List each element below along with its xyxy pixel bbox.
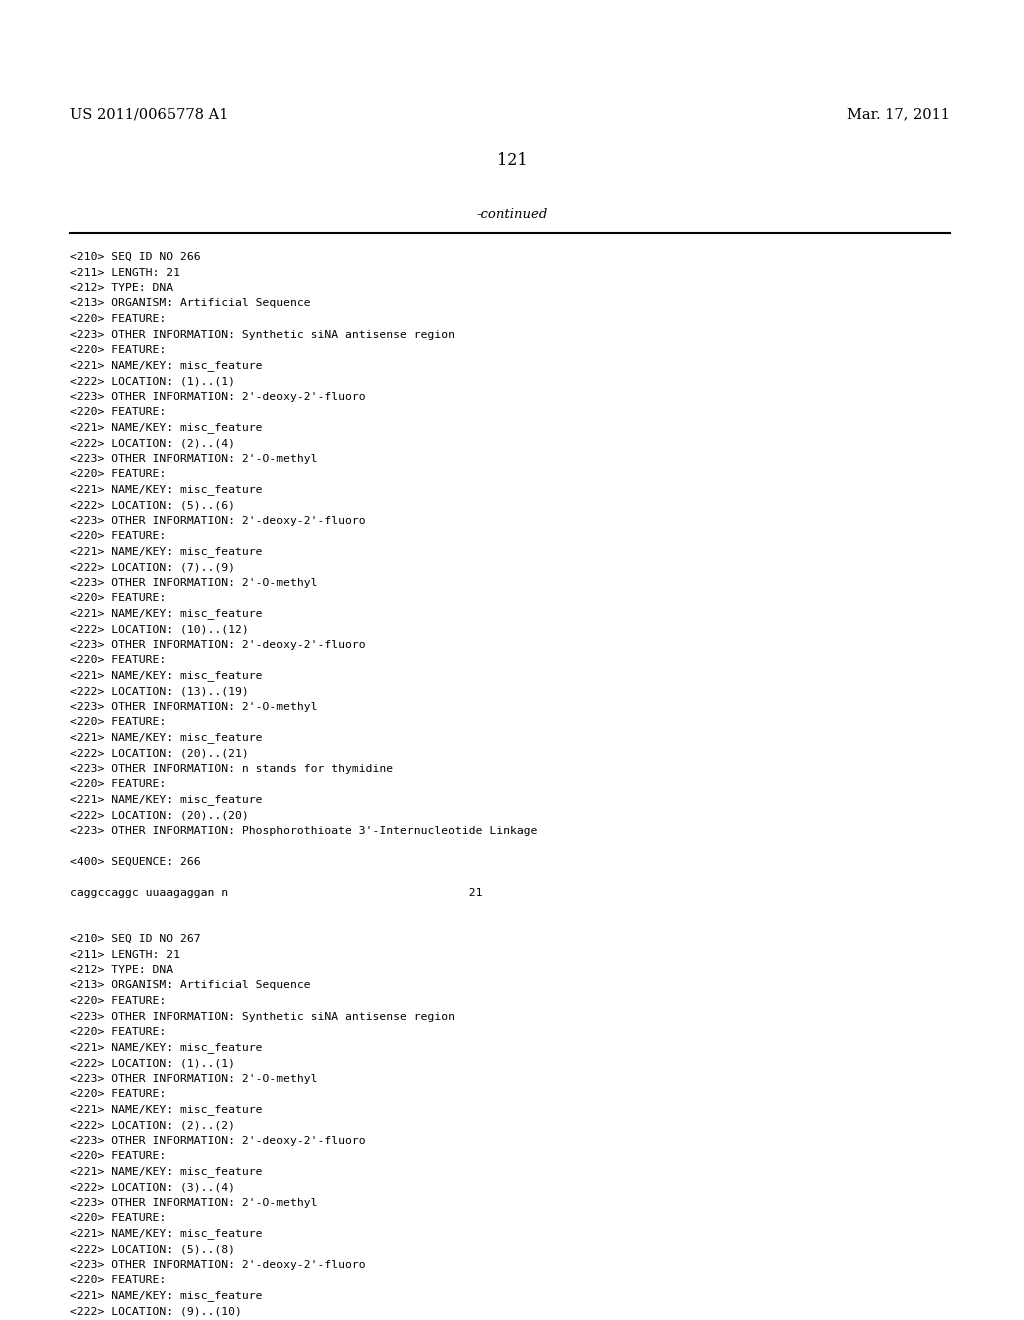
Text: 121: 121 bbox=[497, 152, 527, 169]
Text: <221> NAME/KEY: misc_feature: <221> NAME/KEY: misc_feature bbox=[70, 1167, 262, 1177]
Text: <221> NAME/KEY: misc_feature: <221> NAME/KEY: misc_feature bbox=[70, 1291, 262, 1302]
Text: <221> NAME/KEY: misc_feature: <221> NAME/KEY: misc_feature bbox=[70, 671, 262, 681]
Text: <220> FEATURE:: <220> FEATURE: bbox=[70, 1275, 166, 1284]
Text: <212> TYPE: DNA: <212> TYPE: DNA bbox=[70, 965, 173, 975]
Text: <223> OTHER INFORMATION: Synthetic siNA antisense region: <223> OTHER INFORMATION: Synthetic siNA … bbox=[70, 1011, 455, 1022]
Text: caggccaggc uuaagaggan n                                   21: caggccaggc uuaagaggan n 21 bbox=[70, 887, 482, 898]
Text: <222> LOCATION: (9)..(10): <222> LOCATION: (9)..(10) bbox=[70, 1305, 242, 1316]
Text: <220> FEATURE:: <220> FEATURE: bbox=[70, 469, 166, 479]
Text: <211> LENGTH: 21: <211> LENGTH: 21 bbox=[70, 268, 180, 277]
Text: <220> FEATURE:: <220> FEATURE: bbox=[70, 531, 166, 541]
Text: <220> FEATURE:: <220> FEATURE: bbox=[70, 407, 166, 417]
Text: <220> FEATURE:: <220> FEATURE: bbox=[70, 593, 166, 603]
Text: <223> OTHER INFORMATION: 2'-deoxy-2'-fluoro: <223> OTHER INFORMATION: 2'-deoxy-2'-flu… bbox=[70, 639, 366, 649]
Text: <212> TYPE: DNA: <212> TYPE: DNA bbox=[70, 282, 173, 293]
Text: <221> NAME/KEY: misc_feature: <221> NAME/KEY: misc_feature bbox=[70, 360, 262, 371]
Text: <223> OTHER INFORMATION: 2'-O-methyl: <223> OTHER INFORMATION: 2'-O-methyl bbox=[70, 454, 317, 463]
Text: <221> NAME/KEY: misc_feature: <221> NAME/KEY: misc_feature bbox=[70, 1043, 262, 1053]
Text: <223> OTHER INFORMATION: 2'-O-methyl: <223> OTHER INFORMATION: 2'-O-methyl bbox=[70, 1073, 317, 1084]
Text: <222> LOCATION: (5)..(6): <222> LOCATION: (5)..(6) bbox=[70, 500, 234, 510]
Text: <220> FEATURE:: <220> FEATURE: bbox=[70, 717, 166, 727]
Text: <210> SEQ ID NO 267: <210> SEQ ID NO 267 bbox=[70, 935, 201, 944]
Text: Mar. 17, 2011: Mar. 17, 2011 bbox=[847, 107, 950, 121]
Text: <211> LENGTH: 21: <211> LENGTH: 21 bbox=[70, 949, 180, 960]
Text: <220> FEATURE:: <220> FEATURE: bbox=[70, 655, 166, 665]
Text: <222> LOCATION: (3)..(4): <222> LOCATION: (3)..(4) bbox=[70, 1181, 234, 1192]
Text: <220> FEATURE:: <220> FEATURE: bbox=[70, 1027, 166, 1038]
Text: <400> SEQUENCE: 266: <400> SEQUENCE: 266 bbox=[70, 857, 201, 866]
Text: <210> SEQ ID NO 266: <210> SEQ ID NO 266 bbox=[70, 252, 201, 261]
Text: <220> FEATURE:: <220> FEATURE: bbox=[70, 997, 166, 1006]
Text: <222> LOCATION: (13)..(19): <222> LOCATION: (13)..(19) bbox=[70, 686, 249, 696]
Text: <223> OTHER INFORMATION: 2'-O-methyl: <223> OTHER INFORMATION: 2'-O-methyl bbox=[70, 1197, 317, 1208]
Text: <220> FEATURE:: <220> FEATURE: bbox=[70, 1213, 166, 1224]
Text: <223> OTHER INFORMATION: 2'-deoxy-2'-fluoro: <223> OTHER INFORMATION: 2'-deoxy-2'-flu… bbox=[70, 1135, 366, 1146]
Text: <221> NAME/KEY: misc_feature: <221> NAME/KEY: misc_feature bbox=[70, 1229, 262, 1239]
Text: <222> LOCATION: (20)..(21): <222> LOCATION: (20)..(21) bbox=[70, 748, 249, 758]
Text: <221> NAME/KEY: misc_feature: <221> NAME/KEY: misc_feature bbox=[70, 484, 262, 495]
Text: <220> FEATURE:: <220> FEATURE: bbox=[70, 1089, 166, 1100]
Text: <221> NAME/KEY: misc_feature: <221> NAME/KEY: misc_feature bbox=[70, 795, 262, 805]
Text: <213> ORGANISM: Artificial Sequence: <213> ORGANISM: Artificial Sequence bbox=[70, 298, 310, 309]
Text: -continued: -continued bbox=[476, 209, 548, 220]
Text: <223> OTHER INFORMATION: 2'-deoxy-2'-fluoro: <223> OTHER INFORMATION: 2'-deoxy-2'-flu… bbox=[70, 392, 366, 401]
Text: US 2011/0065778 A1: US 2011/0065778 A1 bbox=[70, 107, 228, 121]
Text: <222> LOCATION: (1)..(1): <222> LOCATION: (1)..(1) bbox=[70, 376, 234, 385]
Text: <223> OTHER INFORMATION: 2'-O-methyl: <223> OTHER INFORMATION: 2'-O-methyl bbox=[70, 701, 317, 711]
Text: <220> FEATURE:: <220> FEATURE: bbox=[70, 314, 166, 323]
Text: <222> LOCATION: (7)..(9): <222> LOCATION: (7)..(9) bbox=[70, 562, 234, 572]
Text: <222> LOCATION: (5)..(8): <222> LOCATION: (5)..(8) bbox=[70, 1243, 234, 1254]
Text: <220> FEATURE:: <220> FEATURE: bbox=[70, 779, 166, 789]
Text: <222> LOCATION: (1)..(1): <222> LOCATION: (1)..(1) bbox=[70, 1059, 234, 1068]
Text: <222> LOCATION: (20)..(20): <222> LOCATION: (20)..(20) bbox=[70, 810, 249, 820]
Text: <223> OTHER INFORMATION: 2'-O-methyl: <223> OTHER INFORMATION: 2'-O-methyl bbox=[70, 578, 317, 587]
Text: <221> NAME/KEY: misc_feature: <221> NAME/KEY: misc_feature bbox=[70, 546, 262, 557]
Text: <221> NAME/KEY: misc_feature: <221> NAME/KEY: misc_feature bbox=[70, 609, 262, 619]
Text: <223> OTHER INFORMATION: 2'-deoxy-2'-fluoro: <223> OTHER INFORMATION: 2'-deoxy-2'-flu… bbox=[70, 516, 366, 525]
Text: <222> LOCATION: (2)..(2): <222> LOCATION: (2)..(2) bbox=[70, 1119, 234, 1130]
Text: <220> FEATURE:: <220> FEATURE: bbox=[70, 345, 166, 355]
Text: <213> ORGANISM: Artificial Sequence: <213> ORGANISM: Artificial Sequence bbox=[70, 981, 310, 990]
Text: <223> OTHER INFORMATION: n stands for thymidine: <223> OTHER INFORMATION: n stands for th… bbox=[70, 763, 393, 774]
Text: <220> FEATURE:: <220> FEATURE: bbox=[70, 1151, 166, 1162]
Text: <221> NAME/KEY: misc_feature: <221> NAME/KEY: misc_feature bbox=[70, 1105, 262, 1115]
Text: <222> LOCATION: (2)..(4): <222> LOCATION: (2)..(4) bbox=[70, 438, 234, 447]
Text: <222> LOCATION: (10)..(12): <222> LOCATION: (10)..(12) bbox=[70, 624, 249, 634]
Text: <221> NAME/KEY: misc_feature: <221> NAME/KEY: misc_feature bbox=[70, 733, 262, 743]
Text: <221> NAME/KEY: misc_feature: <221> NAME/KEY: misc_feature bbox=[70, 422, 262, 433]
Text: <223> OTHER INFORMATION: Synthetic siNA antisense region: <223> OTHER INFORMATION: Synthetic siNA … bbox=[70, 330, 455, 339]
Text: <223> OTHER INFORMATION: 2'-deoxy-2'-fluoro: <223> OTHER INFORMATION: 2'-deoxy-2'-flu… bbox=[70, 1259, 366, 1270]
Text: <223> OTHER INFORMATION: Phosphorothioate 3'-Internucleotide Linkage: <223> OTHER INFORMATION: Phosphorothioat… bbox=[70, 825, 538, 836]
